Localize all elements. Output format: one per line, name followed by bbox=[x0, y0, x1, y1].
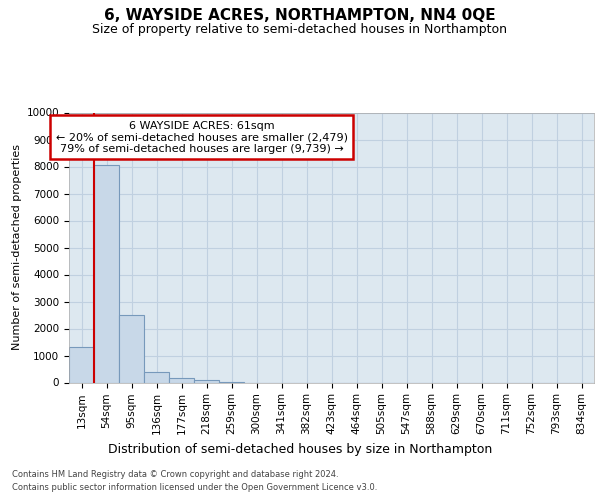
Bar bbox=[169, 378, 194, 382]
Bar bbox=[194, 380, 219, 382]
Bar bbox=[69, 348, 94, 382]
Text: 6, WAYSIDE ACRES, NORTHAMPTON, NN4 0QE: 6, WAYSIDE ACRES, NORTHAMPTON, NN4 0QE bbox=[104, 8, 496, 22]
Bar bbox=[94, 165, 119, 382]
Text: 6 WAYSIDE ACRES: 61sqm
← 20% of semi-detached houses are smaller (2,479)
79% of : 6 WAYSIDE ACRES: 61sqm ← 20% of semi-det… bbox=[56, 120, 347, 154]
Text: Distribution of semi-detached houses by size in Northampton: Distribution of semi-detached houses by … bbox=[108, 442, 492, 456]
Text: Size of property relative to semi-detached houses in Northampton: Size of property relative to semi-detach… bbox=[92, 22, 508, 36]
Y-axis label: Number of semi-detached properties: Number of semi-detached properties bbox=[13, 144, 22, 350]
Text: Contains public sector information licensed under the Open Government Licence v3: Contains public sector information licen… bbox=[12, 482, 377, 492]
Text: Contains HM Land Registry data © Crown copyright and database right 2024.: Contains HM Land Registry data © Crown c… bbox=[12, 470, 338, 479]
Bar bbox=[144, 372, 169, 382]
Bar bbox=[119, 315, 144, 382]
